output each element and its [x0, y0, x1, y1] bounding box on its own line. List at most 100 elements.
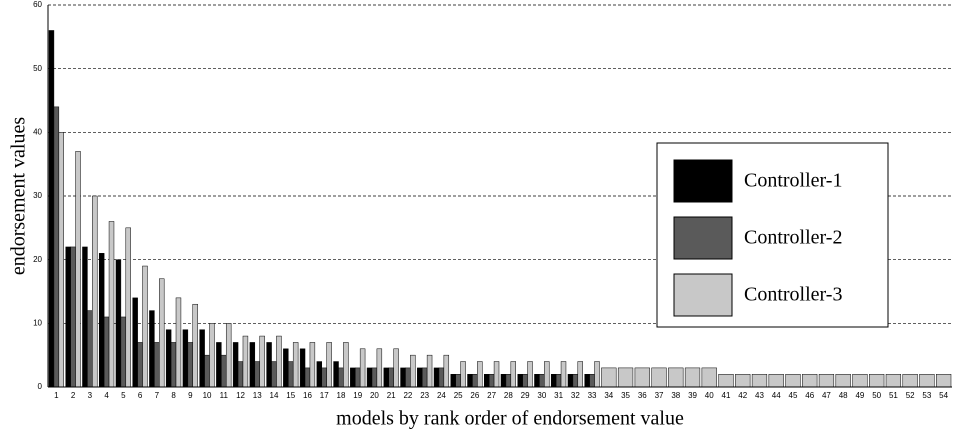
bar [316, 361, 323, 388]
y-tick-label: 10 [33, 318, 42, 327]
x-tick-label: 17 [320, 391, 329, 400]
bar [393, 348, 399, 388]
bar [735, 374, 751, 388]
y-axis-title: endorsement values [8, 117, 30, 275]
bar [165, 329, 172, 388]
bar [410, 354, 416, 388]
x-tick-label: 18 [337, 391, 346, 400]
x-tick-label: 29 [521, 391, 530, 400]
bar [493, 361, 500, 388]
bar [299, 348, 306, 388]
bar [199, 329, 205, 388]
bar [132, 297, 138, 388]
bar [309, 342, 316, 388]
bar [182, 329, 189, 388]
x-tick-label: 48 [839, 391, 848, 400]
bar [232, 342, 239, 388]
bar [354, 367, 361, 388]
x-tick-label: 23 [420, 391, 429, 400]
x-tick-label: 12 [236, 391, 245, 400]
y-tick-label: 60 [33, 0, 42, 9]
bar [527, 361, 533, 388]
bar [192, 303, 198, 388]
bar [115, 259, 122, 388]
bar [371, 367, 378, 388]
bar [366, 367, 373, 388]
bar [92, 195, 98, 388]
bar [242, 335, 249, 388]
bar [718, 374, 734, 388]
x-tick-label: 8 [171, 391, 176, 400]
bar [560, 361, 567, 388]
bar [802, 374, 818, 388]
x-tick-label: 46 [805, 391, 814, 400]
bar [835, 374, 851, 388]
x-tick-label: 9 [188, 391, 193, 400]
bar [818, 374, 835, 388]
bar [544, 361, 550, 388]
bar [149, 310, 155, 388]
x-tick-label: 14 [270, 391, 279, 400]
x-axis-title: models by rank order of endorsement valu… [336, 408, 684, 430]
legend-label: Controller-2 [744, 227, 842, 249]
bar [87, 310, 93, 388]
bar [187, 342, 194, 388]
bar [98, 253, 105, 388]
bar [108, 221, 115, 388]
legend-label: Controller-1 [744, 170, 842, 192]
bar [426, 354, 433, 388]
bar [254, 361, 260, 388]
bar [651, 367, 667, 388]
bar [159, 278, 165, 388]
bar [584, 374, 590, 388]
bar [304, 367, 311, 388]
bar [292, 342, 299, 388]
bar [70, 246, 76, 388]
bar [919, 374, 935, 388]
x-tick-label: 40 [705, 391, 714, 400]
bar [555, 374, 562, 388]
bar [455, 374, 461, 388]
bar [82, 246, 88, 388]
bar [785, 374, 801, 388]
bar [326, 342, 332, 388]
x-tick-label: 33 [588, 391, 597, 400]
bar [517, 374, 523, 388]
x-tick-label: 51 [889, 391, 898, 400]
bar [421, 367, 428, 388]
bar [359, 348, 366, 388]
x-tick-label: 26 [470, 391, 479, 400]
bar [388, 367, 394, 388]
bar [433, 367, 440, 388]
bar [271, 361, 277, 388]
x-tick-label: 1 [54, 391, 59, 400]
bar [170, 342, 177, 388]
bar [534, 374, 540, 388]
legend-swatch [673, 159, 733, 203]
x-tick-label: 11 [220, 391, 229, 400]
bar [522, 374, 528, 388]
bar [467, 374, 473, 388]
legend: Controller-1 Controller-2 Controller-3 [656, 142, 889, 328]
bar [48, 30, 55, 388]
bar [634, 367, 650, 388]
bar [902, 374, 918, 388]
bar [259, 335, 265, 388]
bar [175, 297, 182, 388]
bar [221, 354, 227, 388]
bar [209, 323, 215, 388]
bar [338, 367, 344, 388]
bar [510, 361, 516, 388]
bar [589, 374, 595, 388]
x-tick-label: 7 [155, 391, 160, 400]
bar [500, 374, 507, 388]
x-tick-label: 5 [121, 391, 126, 400]
x-tick-label: 28 [504, 391, 513, 400]
bar [249, 342, 256, 388]
x-tick-label: 6 [138, 391, 143, 400]
x-tick-label: 10 [203, 391, 212, 400]
x-tick-label: 27 [487, 391, 496, 400]
bar [577, 361, 583, 388]
x-tick-label: 32 [571, 391, 580, 400]
bar [768, 374, 784, 388]
